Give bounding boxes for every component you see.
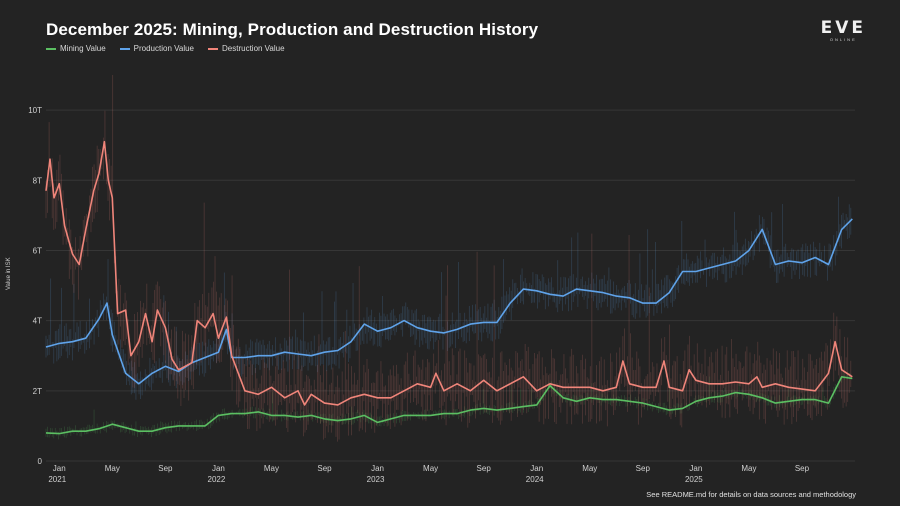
legend-item-mining[interactable]: Mining Value bbox=[46, 44, 106, 53]
legend-item-production[interactable]: Production Value bbox=[119, 44, 194, 53]
y-tick-label: 2T bbox=[33, 387, 42, 396]
legend-label-production: Production Value bbox=[133, 44, 194, 53]
eve-online-logo: EVE ONLINE bbox=[820, 18, 866, 43]
x-tick-label: Sep bbox=[477, 464, 492, 473]
footnote: See README.md for details on data source… bbox=[646, 490, 856, 499]
x-tick-label: May bbox=[582, 464, 597, 473]
x-tick-label: Jan bbox=[53, 464, 66, 473]
logo-sub-text: ONLINE bbox=[829, 37, 857, 42]
legend-swatch-production bbox=[119, 47, 130, 50]
y-tick-label: 6T bbox=[33, 246, 42, 255]
y-tick-label: 10T bbox=[28, 106, 42, 115]
legend-item-destruction[interactable]: Destruction Value bbox=[208, 44, 285, 53]
x-tick-label: Sep bbox=[795, 464, 810, 473]
series-line-production-value bbox=[45, 218, 853, 385]
series-line-destruction-value bbox=[45, 140, 853, 406]
x-tick-label: Sep bbox=[636, 464, 651, 473]
legend-label-destruction: Destruction Value bbox=[222, 44, 285, 53]
x-tick-label: Jan bbox=[530, 464, 543, 473]
x-tick-year-label: 2022 bbox=[208, 475, 226, 484]
x-tick-year-label: 2021 bbox=[48, 475, 66, 484]
legend-swatch-destruction bbox=[208, 47, 218, 50]
y-tick-label: 8T bbox=[33, 176, 42, 185]
series-line-mining-value bbox=[45, 376, 853, 435]
series-lines bbox=[45, 140, 853, 435]
x-tick-label: Jan bbox=[689, 464, 702, 473]
x-tick-label: May bbox=[105, 464, 120, 473]
chart-title: December 2025: Mining, Production and De… bbox=[46, 20, 539, 39]
legend-label-mining: Mining Value bbox=[60, 44, 106, 53]
legend-swatch-mining bbox=[46, 47, 56, 50]
grid-lines bbox=[46, 109, 855, 462]
x-tick-label: Sep bbox=[158, 464, 173, 473]
logo-main-text: EVE bbox=[820, 18, 866, 38]
daily-noise-bars bbox=[45, 75, 852, 442]
chart-legend: Mining Value Production Value Destructio… bbox=[46, 44, 285, 53]
x-tick-year-label: 2023 bbox=[367, 475, 385, 484]
x-tick-label: May bbox=[264, 464, 279, 473]
x-tick-label: Jan bbox=[212, 464, 225, 473]
x-tick-year-label: 2024 bbox=[526, 475, 544, 484]
y-tick-label: 0 bbox=[38, 457, 43, 466]
y-tick-labels: 0 2T 4T 6T 8T 10T bbox=[28, 106, 42, 466]
x-tick-label: May bbox=[423, 464, 438, 473]
x-tick-label: Jan bbox=[371, 464, 384, 473]
x-tick-label: May bbox=[741, 464, 756, 473]
x-tick-year-label: 2025 bbox=[685, 475, 703, 484]
y-tick-label: 4T bbox=[33, 317, 42, 326]
x-tick-label: Sep bbox=[317, 464, 332, 473]
x-tick-labels: Jan 2021 May Sep Jan 2022 May Sep Jan 2023 May Sep J… bbox=[48, 464, 809, 484]
